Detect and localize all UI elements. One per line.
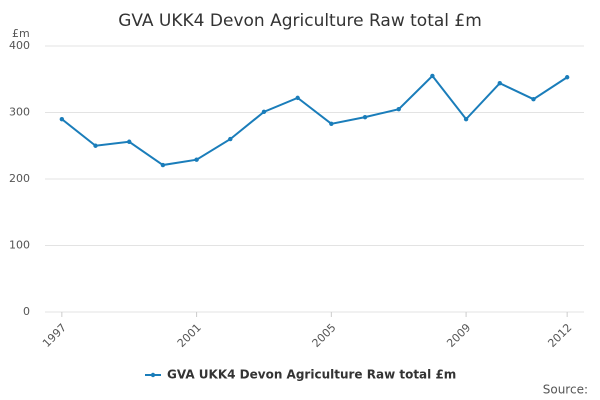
legend-label: GVA UKK4 Devon Agriculture Raw total £m <box>167 368 456 382</box>
point <box>396 106 401 112</box>
x-tick-label: 2001 <box>175 321 204 350</box>
y-tick-label: 200 <box>9 172 30 185</box>
point <box>362 114 368 120</box>
point <box>127 139 132 144</box>
point <box>497 81 502 86</box>
point <box>430 73 435 79</box>
y-tick-label: 300 <box>9 106 30 119</box>
point <box>564 75 570 80</box>
legend-marker <box>150 372 156 378</box>
x-tick-label: 1997 <box>40 321 69 350</box>
point <box>329 121 334 127</box>
y-tick-label: 0 <box>23 305 30 318</box>
point <box>59 116 65 122</box>
point <box>228 136 233 142</box>
y-tick-label: 100 <box>9 239 30 252</box>
point <box>160 162 166 168</box>
point <box>261 109 267 115</box>
source: Source: <box>543 383 588 397</box>
y-tick-label: 400 <box>9 39 30 52</box>
x-tick-label: 2009 <box>444 321 473 350</box>
point <box>194 157 199 162</box>
x-tick-label: 2005 <box>310 321 339 350</box>
point <box>531 97 536 102</box>
x-tick-label: 2012 <box>545 321 574 350</box>
chart-title: GVA UKK4 Devon Agriculture Raw total £m <box>118 11 482 31</box>
point <box>93 143 98 148</box>
series-line <box>61 74 568 167</box>
y-axis-label: £m <box>12 27 30 40</box>
point <box>295 95 300 101</box>
point <box>463 116 469 122</box>
